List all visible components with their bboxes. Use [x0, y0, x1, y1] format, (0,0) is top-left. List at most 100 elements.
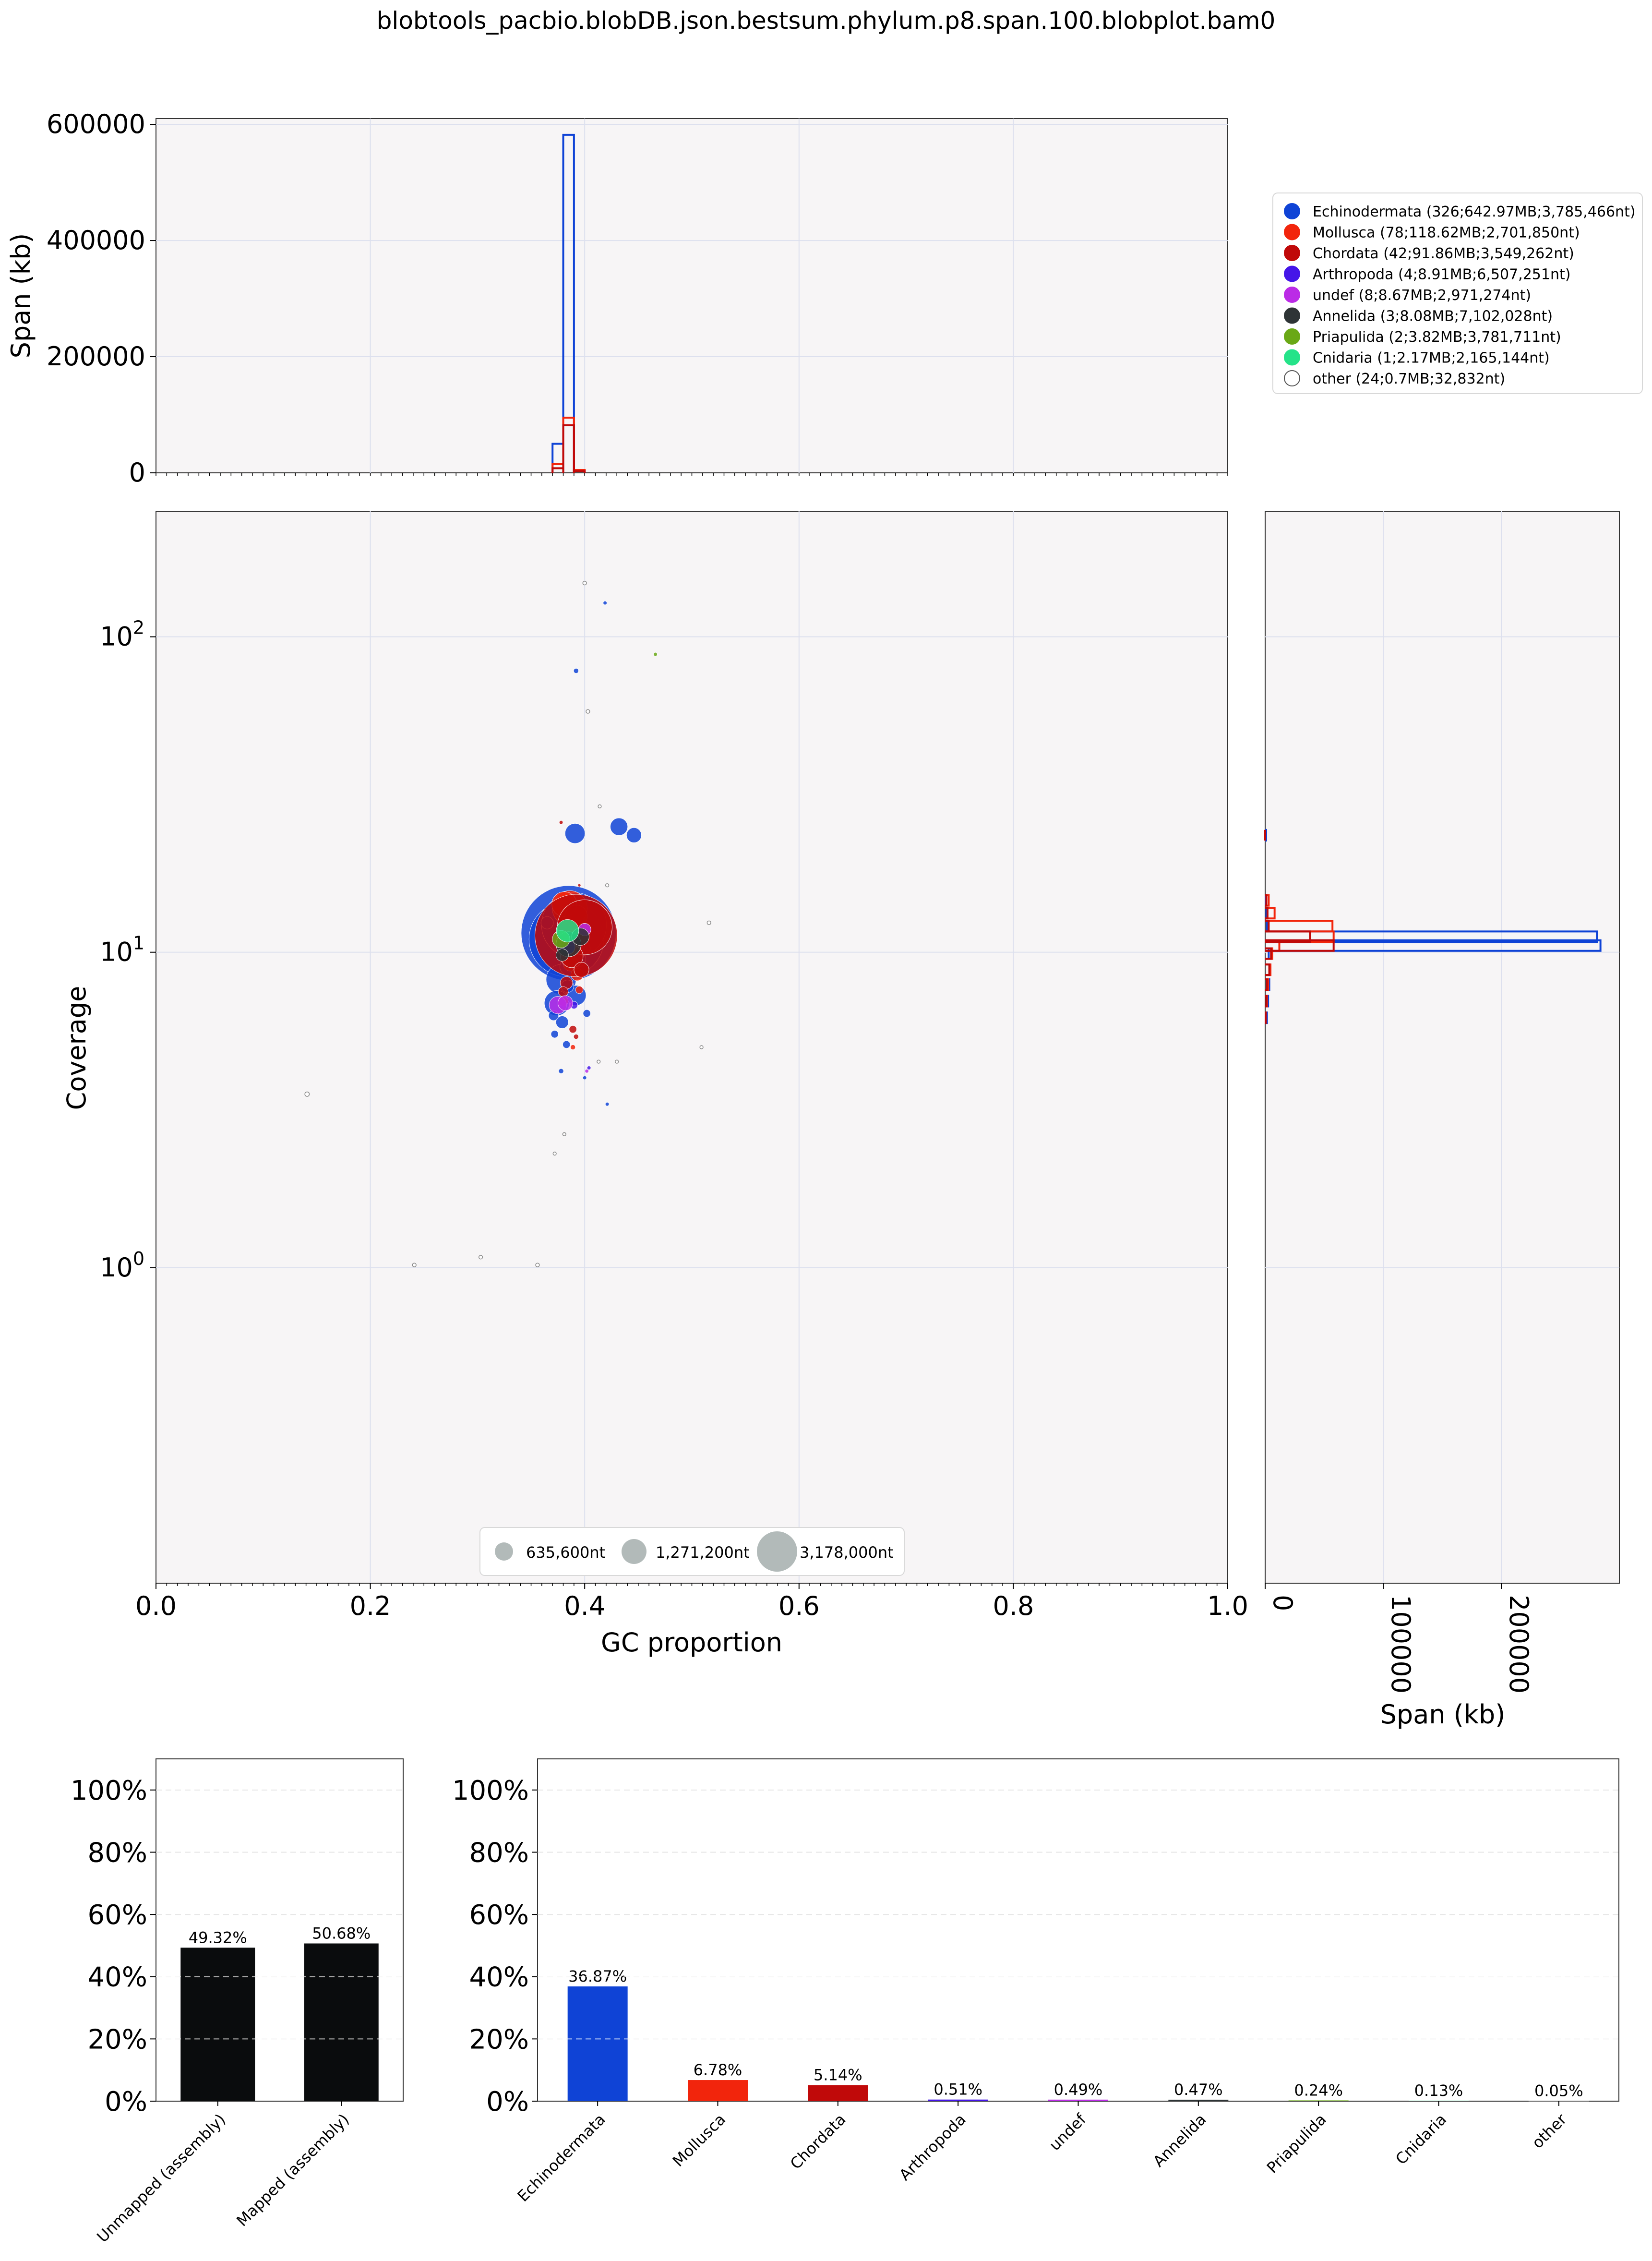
x-tick-label: Annelida: [1149, 2110, 1210, 2171]
scatter-point-echinodermata: [564, 823, 586, 844]
y-tick-label: 0%: [105, 2086, 147, 2117]
bar-mollusca: [688, 2080, 748, 2101]
main-xlabel: GC proportion: [601, 1627, 782, 1658]
x-tick-label: Mapped (assembly): [233, 2110, 353, 2230]
scatter-point-other: [412, 1263, 417, 1267]
top-histogram-panel: [156, 118, 1228, 473]
scatter-point-arthropoda: [587, 1066, 591, 1070]
x-tick-label: Priapulida: [1263, 2110, 1330, 2177]
scatter-point-annelida: [555, 949, 569, 962]
y-tick-label: 0: [129, 457, 145, 488]
y-tick-label: 101: [100, 933, 144, 967]
category-legend-box: [1272, 192, 1643, 394]
histogram-step-echinodermata: [562, 133, 575, 473]
x-tick-label: Cnidaria: [1392, 2110, 1450, 2168]
y-tick-label: 80%: [88, 1837, 147, 1868]
legend-marker-priapulida: [1284, 328, 1300, 345]
bar-arthropoda: [928, 2099, 988, 2101]
scatter-point-echinodermata: [603, 601, 607, 605]
mapped-bar-chart: 0% 20% 40% 60% 80% 100% 49.32% Unmapped (assem…: [71, 1758, 404, 2246]
legend-label: Priapulida (2;3.82MB;3,781,711nt): [1313, 329, 1561, 346]
legend-marker-undef: [1284, 287, 1300, 303]
scatter-point-undef: [585, 1069, 589, 1073]
scatter-point-chordata: [577, 883, 581, 887]
main-scatter-panel: [156, 511, 1228, 1584]
y-tick-label: 20%: [469, 2024, 529, 2055]
bar-value-label: 0.51%: [934, 2081, 982, 2099]
scatter-point-other: [699, 1045, 704, 1049]
legend-marker-chordata: [1284, 245, 1300, 261]
y-tick-label: 200000: [47, 341, 145, 372]
scatter-point-other: [586, 709, 590, 714]
y-tick-label: 100: [100, 1248, 144, 1283]
scatter-point-echinodermata: [582, 1075, 587, 1080]
y-tick-label: 40%: [88, 1962, 147, 1993]
size-legend: 635,600nt 1,271,200nt 3,178,000nt: [479, 1527, 905, 1576]
legend-label: Mollusca (78;118.62MB;2,701,850nt): [1313, 225, 1580, 241]
scatter-point-other: [706, 920, 711, 925]
legend-marker-arthropoda: [1284, 265, 1300, 282]
bar-undef: [1048, 2099, 1108, 2101]
legend-label: other (24;0.7MB;32,832nt): [1313, 371, 1505, 387]
x-tick-label: undef: [1045, 2110, 1089, 2154]
scatter-point-echinodermata: [558, 1068, 564, 1074]
scatter-point-other: [535, 1263, 540, 1267]
scatter-point-echinodermata: [555, 1016, 569, 1029]
scatter-point-chordata: [558, 986, 569, 997]
y-tick-label: 60%: [469, 1900, 529, 1931]
legend-label: Echinodermata (326;642.97MB;3,785,466nt): [1313, 204, 1636, 220]
legend-label: Annelida (3;8.08MB;7,102,028nt): [1313, 308, 1553, 325]
size-legend-box: [479, 1527, 905, 1576]
top-histogram-ylabel: Span (kb): [6, 233, 36, 359]
y-tick-label: 20%: [88, 2024, 147, 2055]
bar-unmapped-assembly-: [180, 1948, 255, 2101]
bar-value-label: 49.32%: [189, 1928, 247, 1947]
legend-label: Arthropoda (4;8.91MB;6,507,251nt): [1313, 266, 1570, 283]
size-legend-label: 1,271,200nt: [656, 1543, 750, 1562]
size-legend-marker-small: [495, 1542, 513, 1561]
scatter-point-chordata: [569, 1025, 577, 1034]
scatter-point-undef: [558, 995, 574, 1011]
y-tick-label: 600000: [47, 109, 145, 139]
scatter-point-other: [304, 1091, 310, 1097]
y-tick-label: 40%: [469, 1962, 529, 1993]
size-legend-marker-large: [757, 1531, 797, 1572]
x-tick-label: Chordata: [787, 2110, 850, 2173]
scatter-point-echinodermata: [563, 1040, 571, 1049]
x-tick-label: 0.0: [135, 1591, 177, 1621]
size-legend-marker-medium: [622, 1539, 646, 1564]
scatter-point-mollusca: [575, 986, 584, 994]
legend-marker-echinodermata: [1284, 203, 1300, 219]
bar-annelida: [1168, 2099, 1229, 2101]
legend-marker-cnidaria: [1284, 349, 1300, 366]
bar-value-label: 50.68%: [312, 1924, 371, 1943]
scatter-point-echinodermata: [551, 1030, 559, 1038]
taxa-bar-chart: 0%20%40%60%80%100% 36.87%Echinodermata6.…: [452, 1758, 1619, 2205]
x-tick-label: other: [1528, 2110, 1570, 2152]
scatter-point-other: [478, 1255, 483, 1260]
legend-marker-annelida: [1284, 307, 1300, 324]
bar-value-label: 5.14%: [814, 2066, 862, 2084]
x-tick-label: 1.0: [1207, 1591, 1248, 1621]
scatter-point-other: [562, 1132, 566, 1136]
y-tick-label: 400000: [47, 225, 145, 255]
histogram-step-chordata: [1264, 830, 1335, 1024]
x-tick-label: 100000: [1386, 1595, 1416, 1694]
taxa-bar-chart-panel: [537, 1758, 1619, 2102]
category-legend: Echinodermata (326;642.97MB;3,785,466nt)…: [1272, 192, 1643, 394]
histogram-step-chordata: [573, 470, 586, 473]
scatter-point-other: [615, 1059, 619, 1064]
scatter-point-mollusca: [570, 1044, 576, 1050]
x-tick-label: 0.6: [778, 1591, 820, 1621]
x-tick-label: Mollusca: [669, 2110, 729, 2170]
x-tick-label: 0: [1268, 1595, 1298, 1611]
x-tick-label: 0.8: [993, 1591, 1034, 1621]
size-legend-label: 3,178,000nt: [800, 1543, 894, 1562]
bar-priapulida: [1288, 2100, 1349, 2101]
x-tick-label: Echinodermata: [514, 2110, 609, 2205]
scatter-point-echinodermata: [610, 818, 628, 836]
bar-value-label: 0.13%: [1414, 2081, 1463, 2100]
bar-mapped-assembly-: [304, 1943, 379, 2101]
y-tick-label: 100%: [71, 1775, 147, 1806]
